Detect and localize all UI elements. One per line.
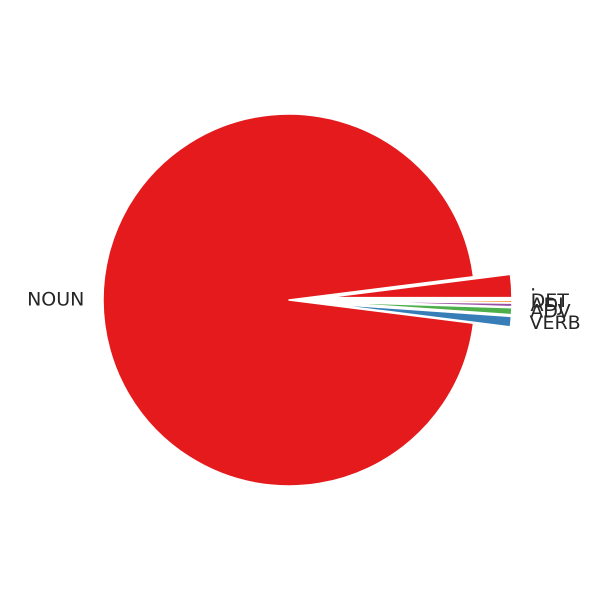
pie-slice-3: [325, 301, 513, 316]
pie-label-5: DET: [531, 290, 570, 312]
pie-slice-2: [325, 302, 513, 328]
pie-label-4: ADJ: [531, 294, 564, 316]
pie-slices: [102, 113, 513, 487]
pie-label-2: VERB: [529, 312, 580, 334]
pie-label-3: ADV: [530, 301, 570, 323]
pie-label-0: .: [530, 273, 536, 295]
pie-slice-5: [325, 299, 513, 304]
pie-slice-1: [102, 113, 475, 487]
pie-slice-0: [325, 273, 513, 299]
pie-label-1: NOUN: [27, 289, 84, 311]
